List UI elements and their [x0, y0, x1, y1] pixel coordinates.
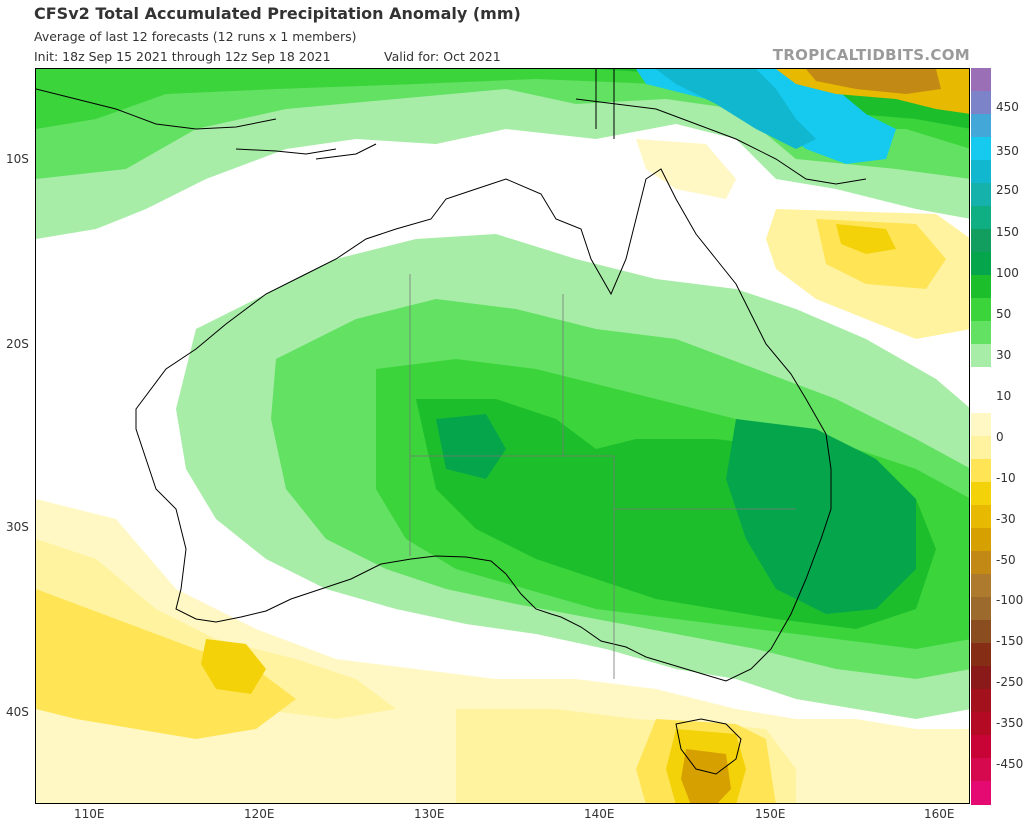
colorbar-segment	[971, 689, 991, 713]
colorbar-segment	[971, 482, 991, 506]
colorbar-label: 0	[996, 430, 1004, 444]
colorbar-segment	[971, 91, 991, 115]
colorbar-label: -30	[996, 512, 1016, 526]
colorbar-segment	[971, 367, 991, 391]
colorbar-label: 250	[996, 183, 1019, 197]
colorbar-segment	[971, 459, 991, 483]
colorbar-segment	[971, 666, 991, 690]
colorbar-label: 30	[996, 348, 1012, 362]
lat-label-10s: 10S	[6, 152, 29, 166]
map-subtitle: Average of last 12 forecasts (12 runs x …	[34, 29, 357, 44]
map-title: CFSv2 Total Accumulated Precipitation An…	[34, 4, 521, 23]
colorbar-label: -350	[996, 716, 1024, 730]
colorbar-segment	[971, 574, 991, 598]
colorbar-segment	[971, 643, 991, 667]
colorbar-label: -150	[996, 634, 1024, 648]
colorbar-label: -10	[996, 471, 1016, 485]
lat-label-20s: 20S	[6, 337, 29, 351]
colorbar-segment	[971, 781, 991, 805]
colorbar-segment	[971, 551, 991, 575]
precip-anomaly-map	[35, 68, 970, 804]
colorbar-segment	[971, 206, 991, 230]
colorbar-segment	[971, 229, 991, 253]
colorbar-label: 350	[996, 144, 1019, 158]
brand-watermark: TROPICALTIDBITS.COM	[772, 46, 970, 64]
colorbar-label: -250	[996, 675, 1024, 689]
colorbar-segment	[971, 758, 991, 782]
colorbar-segment	[971, 390, 991, 414]
colorbar-segment	[971, 160, 991, 184]
colorbar-segment	[971, 252, 991, 276]
colorbar-segment	[971, 275, 991, 299]
colorbar-label: -50	[996, 553, 1016, 567]
lon-label-110e: 110E	[74, 807, 105, 821]
colorbar-segment	[971, 298, 991, 322]
colorbar-segment	[971, 712, 991, 736]
colorbar-segment	[971, 321, 991, 345]
colorbar-label: -100	[996, 593, 1024, 607]
valid-time: Valid for: Oct 2021	[384, 49, 501, 64]
colorbar-segment	[971, 528, 991, 552]
colorbar-label: 100	[996, 266, 1019, 280]
colorbar-segment	[971, 735, 991, 759]
colorbar-segment	[971, 137, 991, 161]
init-time: Init: 18z Sep 15 2021 through 12z Sep 18…	[34, 49, 331, 64]
colorbar-segment	[971, 68, 991, 92]
lon-label-140e: 140E	[584, 807, 615, 821]
colorbar-segment	[971, 597, 991, 621]
colorbar-segment	[971, 114, 991, 138]
lat-label-40s: 40S	[6, 705, 29, 719]
colorbar-label: 150	[996, 225, 1019, 239]
map-canvas	[36, 69, 969, 803]
colorbar-segment	[971, 183, 991, 207]
colorbar	[971, 68, 991, 805]
colorbar-segment	[971, 620, 991, 644]
colorbar-segment	[971, 436, 991, 460]
lon-label-130e: 130E	[414, 807, 445, 821]
lat-label-30s: 30S	[6, 520, 29, 534]
lon-label-120e: 120E	[244, 807, 275, 821]
colorbar-segment	[971, 505, 991, 529]
lon-label-150e: 150E	[755, 807, 786, 821]
colorbar-segment	[971, 413, 991, 437]
lon-label-160e: 160E	[924, 807, 955, 821]
colorbar-segment	[971, 344, 991, 368]
colorbar-label: 10	[996, 389, 1012, 403]
colorbar-label: 450	[996, 100, 1019, 114]
colorbar-label: 50	[996, 307, 1012, 321]
colorbar-label: -450	[996, 757, 1024, 771]
